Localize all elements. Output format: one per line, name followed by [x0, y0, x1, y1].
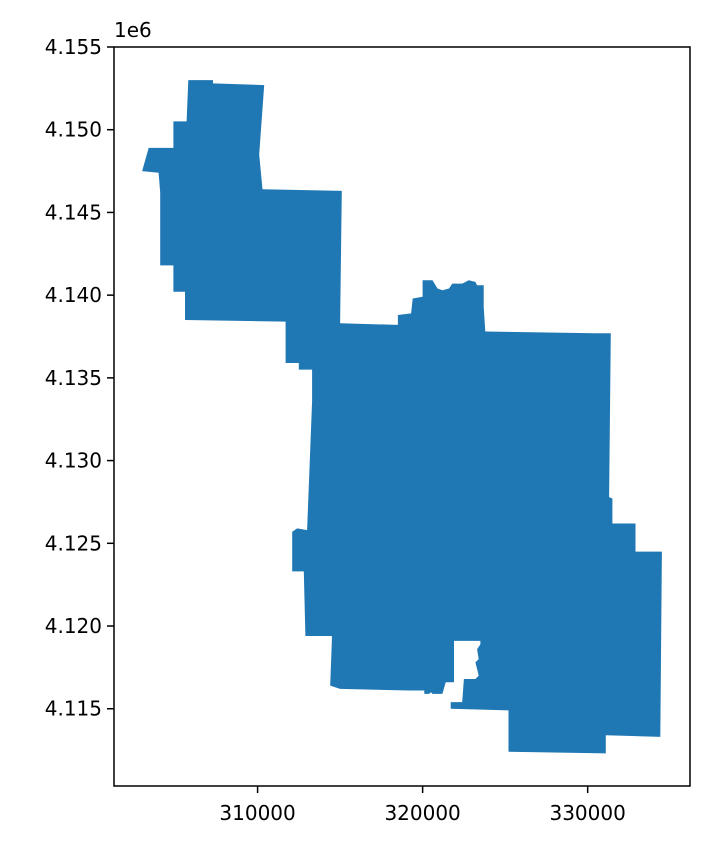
- y-tick-label: 4.115: [45, 697, 102, 721]
- x-axis: 310000 320000 330000: [219, 786, 626, 825]
- x-tick-label: 330000: [549, 801, 625, 825]
- y-tick-label: 4.125: [45, 531, 102, 555]
- y-axis-offset-label: 1e6: [114, 18, 152, 42]
- axes-frame: [113, 46, 691, 787]
- plot-area: [142, 80, 662, 754]
- y-tick-label: 4.150: [45, 118, 102, 142]
- x-tick-label: 310000: [219, 801, 295, 825]
- y-axis: 4.115 4.120 4.125 4.130 4.135 4.140 4.145 4.150…: [45, 35, 114, 721]
- y-tick-label: 4.140: [45, 283, 102, 307]
- y-tick-label: 4.145: [45, 200, 102, 224]
- y-tick-label: 4.155: [45, 35, 102, 59]
- region-polygon: [142, 80, 662, 754]
- y-tick-label: 4.120: [45, 614, 102, 638]
- y-tick-label: 4.135: [45, 366, 102, 390]
- x-tick-label: 320000: [384, 801, 460, 825]
- y-tick-label: 4.130: [45, 449, 102, 473]
